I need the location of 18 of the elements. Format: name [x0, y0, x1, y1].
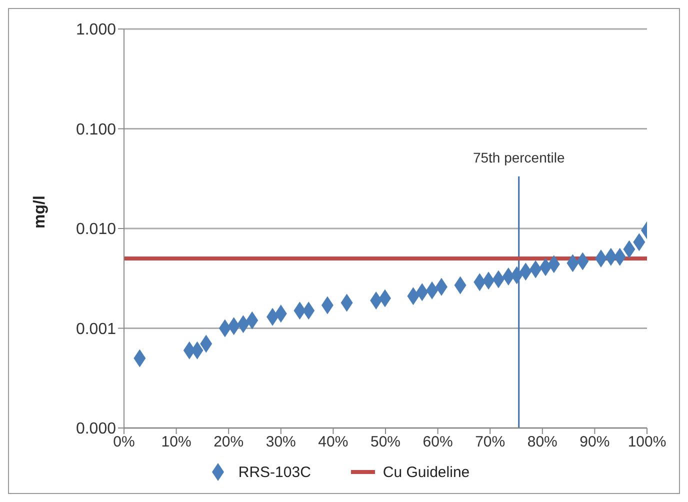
x-tick-label: 90% [580, 434, 610, 451]
x-tick-label: 40% [318, 434, 348, 451]
y-tick-label: 0.010 [76, 221, 116, 238]
x-tick-label: 80% [527, 434, 558, 451]
x-tick-label: 30% [266, 434, 296, 451]
x-tick-label: 70% [475, 434, 506, 451]
legend-label: Cu Guideline [382, 464, 470, 480]
x-tick-label: 20% [214, 434, 244, 451]
y-axis-title: mg/l [32, 196, 49, 228]
x-tick-label: 10% [161, 434, 192, 451]
y-tick-label: 0.100 [76, 121, 116, 138]
x-tick-label: 100% [628, 434, 666, 451]
y-tick-label: 0.001 [76, 320, 116, 338]
x-tick-label: 60% [422, 434, 453, 451]
legend-label: RRS-103C [238, 464, 311, 480]
x-tick-label: 50% [370, 434, 401, 451]
ref-line-label: 75th percentile [472, 149, 565, 166]
y-tick-label: 1.000 [76, 22, 116, 39]
